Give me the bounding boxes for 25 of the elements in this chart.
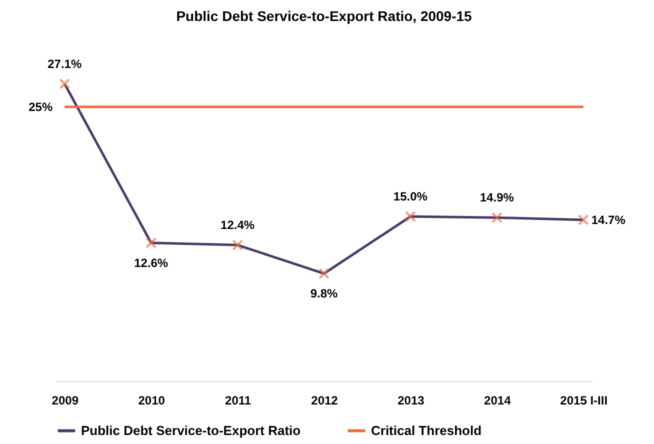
point <box>59 78 70 90</box>
data-label: 15.0% <box>393 190 428 204</box>
data-label: 14.7% <box>591 212 626 227</box>
data-label: 9.8% <box>310 286 338 301</box>
x-tick-label: 2012 <box>311 394 338 408</box>
x-tick-label: 2009 <box>52 394 79 408</box>
point <box>146 237 157 248</box>
point <box>578 214 589 226</box>
data-label: 25% <box>28 100 53 114</box>
data-label: 27.1% <box>48 56 82 71</box>
point <box>232 240 244 251</box>
legend-label: Public Debt Service-to-Export Ratio <box>81 422 301 438</box>
data-label: 14.9% <box>480 190 514 205</box>
x-tick-label: 2010 <box>138 394 166 408</box>
x-tick-label: 2014 <box>484 394 512 408</box>
point <box>491 212 502 224</box>
data-label: 12.6% <box>134 256 168 270</box>
chart-title: Public Debt Service-to-Export Ratio, 2009-15 <box>176 8 472 24</box>
point <box>404 211 416 222</box>
point <box>318 268 330 280</box>
data-label: 12.4% <box>220 218 255 232</box>
x-tick-label: 2011 <box>225 394 252 408</box>
legend-label: Critical Threshold <box>371 422 482 438</box>
x-tick-label: 2013 <box>398 394 425 408</box>
x-tick-label: 2015 I-III <box>560 394 608 408</box>
